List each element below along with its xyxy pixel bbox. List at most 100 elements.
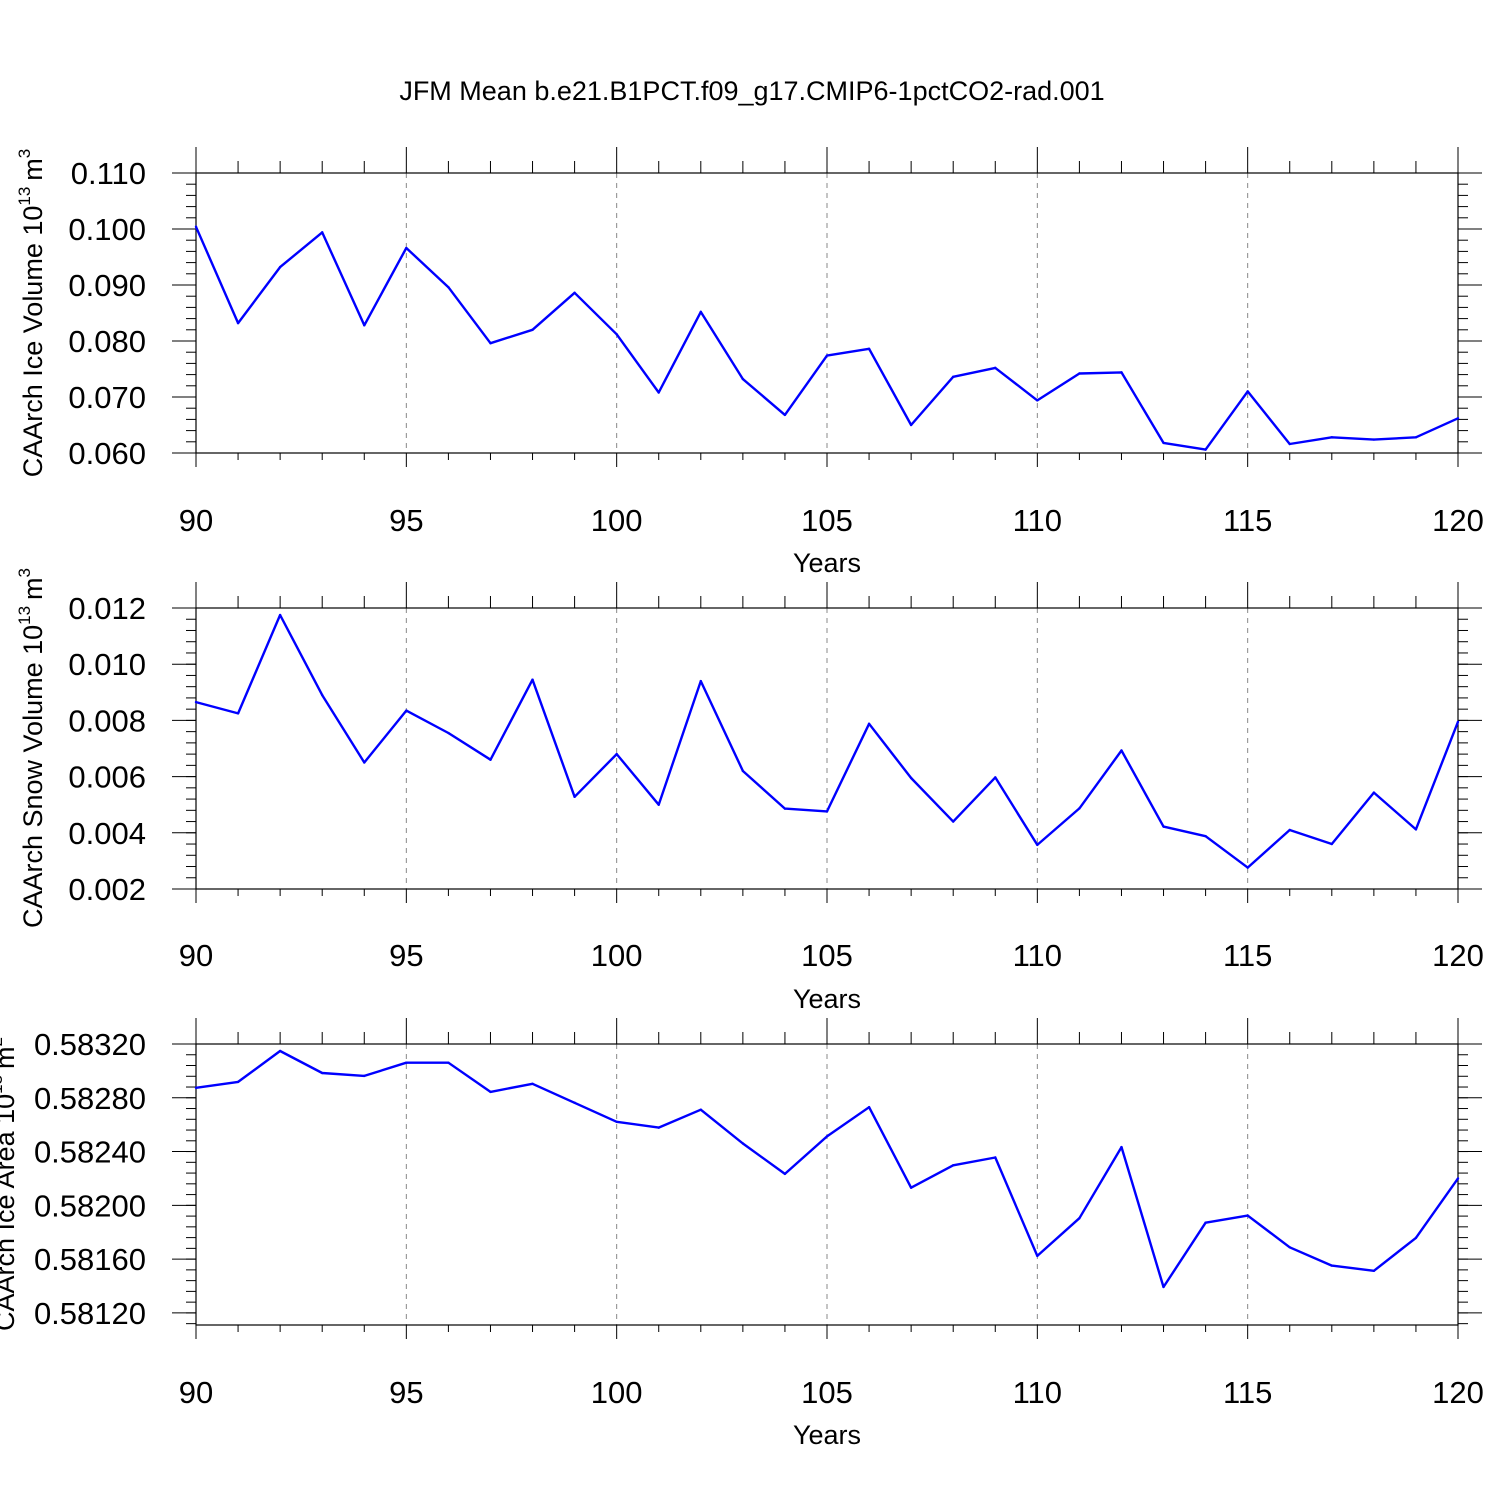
ice-volume-data-point xyxy=(783,413,787,417)
snow-volume-x-tick-labels: 90 95 100 105 110 115 120 xyxy=(179,938,1484,973)
snow-volume-data-point xyxy=(1204,834,1207,838)
ice-area-x-tick-label: 120 xyxy=(1432,1375,1484,1410)
ice-area-y-tick-label: 0.58240 xyxy=(34,1135,146,1170)
ice-volume-data-point xyxy=(825,354,829,357)
ice-area-data-point xyxy=(573,1101,576,1104)
ice-area-x-tick-label: 110 xyxy=(1013,1375,1062,1410)
ice-volume-y-tick-label: 0.110 xyxy=(71,156,146,191)
ice-volume-data-point xyxy=(1246,390,1249,393)
snow-volume-x-tick-label: 105 xyxy=(801,938,853,973)
panel-ice-volume: 0.060 0.070 0.080 0.090 0.100 0.110 90 95 100 10… xyxy=(15,147,1484,578)
ice-volume-y-axis-title: CAArch Ice Volume 1013 m3 xyxy=(15,149,48,478)
ice-area-data-point xyxy=(489,1090,492,1094)
ice-volume-data-point xyxy=(657,391,660,394)
ice-area-x-tick-label: 105 xyxy=(801,1375,853,1410)
ice-area-data-point xyxy=(363,1074,366,1078)
snow-volume-grid xyxy=(405,608,1249,889)
snow-volume-y-axis-unit-exp: 3 xyxy=(15,568,34,577)
ice-volume-data-point xyxy=(867,347,871,351)
ice-volume-ticks xyxy=(172,147,1482,467)
snow-volume-data-point xyxy=(194,700,198,704)
snow-volume-y-tick-label: 0.006 xyxy=(68,760,146,795)
snow-volume-data-point xyxy=(447,731,450,735)
ice-area-y-tick-label: 0.58320 xyxy=(34,1027,146,1062)
snow-volume-y-tick-label: 0.008 xyxy=(68,703,146,738)
snow-volume-data-point xyxy=(994,776,997,779)
ice-area-data-point xyxy=(699,1108,702,1111)
snow-volume-data-point xyxy=(1288,828,1291,832)
chart-title: JFM Mean b.e21.B1PCT.f09_g17.CMIP6-1pctC… xyxy=(399,76,1104,106)
ice-volume-data-point xyxy=(531,328,534,331)
ice-area-x-tick-label: 115 xyxy=(1223,1375,1272,1410)
ice-volume-y-tick-label: 0.090 xyxy=(68,268,146,303)
snow-volume-points xyxy=(194,613,1460,869)
ice-volume-data-point xyxy=(1372,438,1376,441)
ice-area-data-point xyxy=(1288,1246,1291,1249)
snow-volume-y-tick-label: 0.004 xyxy=(68,816,146,851)
ice-area-data-point xyxy=(1120,1145,1123,1149)
snow-volume-data-point xyxy=(573,795,576,799)
ice-volume-data-point xyxy=(363,324,366,327)
ice-volume-data-point xyxy=(321,231,324,234)
ice-area-y-axis-title: CAArch Ice Area 1013 m2 xyxy=(0,1037,20,1331)
ice-volume-y-tick-label: 0.070 xyxy=(68,380,146,415)
ice-area-y-tick-labels: 0.58120 0.58160 0.58200 0.58240 0.58280 0.583… xyxy=(34,1027,146,1331)
ice-area-data-point xyxy=(531,1082,534,1085)
snow-volume-data-point xyxy=(615,752,618,756)
snow-volume-x-tick-label: 120 xyxy=(1432,938,1484,973)
snow-volume-y-tick-label: 0.002 xyxy=(68,872,146,907)
ice-area-data-point xyxy=(1078,1217,1081,1220)
ice-area-x-tick-label: 90 xyxy=(179,1375,213,1410)
snow-volume-data-point xyxy=(1246,866,1249,869)
ice-volume-data-point xyxy=(1162,441,1165,445)
ice-volume-data-point xyxy=(447,286,450,289)
ice-volume-y-tick-labels: 0.060 0.070 0.080 0.090 0.100 0.110 xyxy=(68,156,146,471)
snow-volume-data-point xyxy=(1162,825,1165,828)
ice-area-data-point xyxy=(615,1120,618,1124)
ice-area-y-axis-main: CAArch Ice Area 10 xyxy=(0,1094,20,1331)
ice-area-data-point xyxy=(1330,1264,1334,1267)
ice-volume-y-tick-label: 0.100 xyxy=(68,212,146,247)
snow-volume-data-point xyxy=(1078,807,1081,810)
ice-volume-data-point xyxy=(1456,417,1460,420)
snow-volume-data-point xyxy=(1120,749,1123,752)
ice-volume-points xyxy=(194,225,1460,451)
ice-area-data-point xyxy=(1414,1236,1418,1240)
ice-area-data-point xyxy=(405,1061,408,1064)
snow-volume-x-tick-label: 95 xyxy=(389,938,423,973)
ice-volume-x-tick-label: 115 xyxy=(1223,503,1272,538)
ice-volume-data-point xyxy=(573,291,576,295)
ice-area-data-point xyxy=(1162,1285,1165,1289)
ice-area-grid xyxy=(405,1044,1249,1325)
snow-volume-data-point xyxy=(699,679,702,683)
ice-area-data-point xyxy=(1036,1254,1039,1258)
ice-volume-y-tick-label: 0.080 xyxy=(68,324,146,359)
ice-volume-data-point xyxy=(994,366,997,370)
ice-volume-data-point xyxy=(278,265,282,269)
snow-volume-data-point xyxy=(783,807,787,810)
snow-volume-data-point xyxy=(405,709,408,712)
panel-ice-area: 0.58120 0.58160 0.58200 0.58240 0.58280 0.583… xyxy=(0,1018,1484,1450)
ice-area-y-axis-unit-exp: 2 xyxy=(0,1037,6,1046)
ice-area-data-point xyxy=(994,1156,997,1159)
ice-area-data-point xyxy=(657,1126,660,1129)
snow-volume-data-point xyxy=(363,761,366,764)
ice-area-y-tick-label: 0.58280 xyxy=(34,1081,146,1116)
snow-volume-data-point xyxy=(657,803,660,806)
snow-volume-x-axis-title: Years xyxy=(793,984,861,1014)
ice-area-x-axis-title: Years xyxy=(793,1420,861,1450)
ice-volume-data-point xyxy=(194,225,198,228)
snow-volume-data-point xyxy=(1036,843,1039,847)
panel-snow-volume: 0.002 0.004 0.006 0.008 0.010 0.012 90 95 100 10… xyxy=(15,568,1484,1014)
ice-volume-x-tick-labels: 90 95 100 105 110 115 120 xyxy=(179,503,1484,538)
ice-volume-y-tick-label: 0.060 xyxy=(68,436,146,471)
snow-volume-data-point xyxy=(321,693,324,697)
ice-volume-y-axis-main: CAArch Ice Volume 10 xyxy=(18,206,48,478)
ice-area-x-tick-labels: 90 95 100 105 110 115 120 xyxy=(179,1375,1484,1410)
ice-volume-data-point xyxy=(1120,371,1123,374)
ice-volume-data-point xyxy=(1078,372,1081,375)
ice-area-data-point xyxy=(236,1080,240,1084)
snow-volume-x-tick-label: 90 xyxy=(179,938,213,973)
ice-volume-data-point xyxy=(615,333,618,336)
